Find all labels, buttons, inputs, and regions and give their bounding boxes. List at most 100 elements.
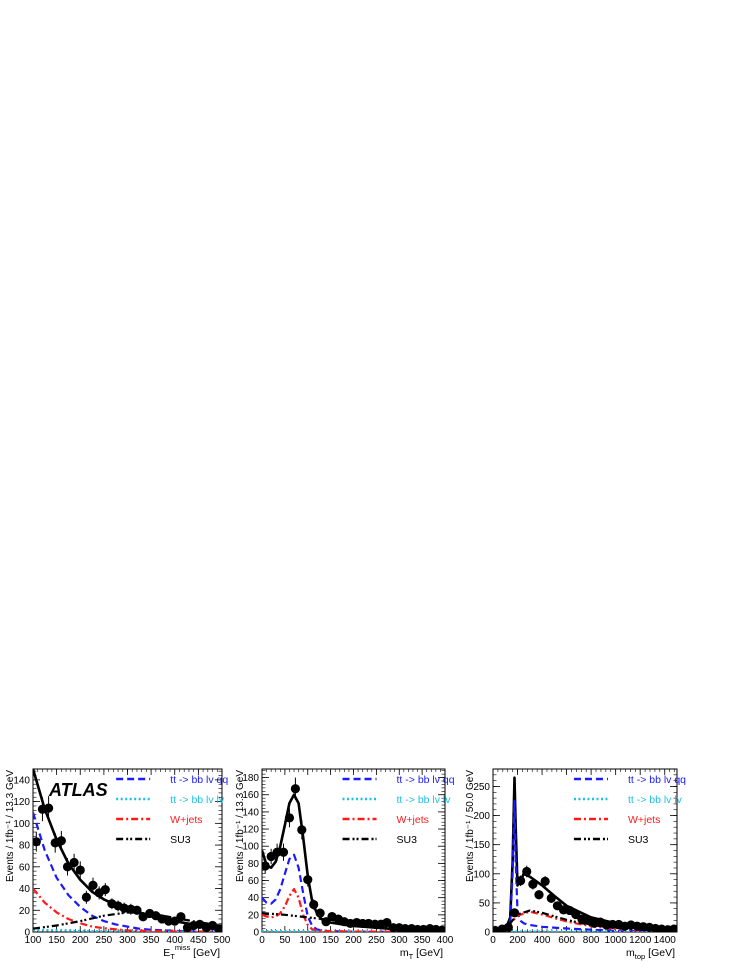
data-point bbox=[69, 857, 79, 868]
y-tick-label: 60 bbox=[248, 876, 260, 887]
series-curve-tt-bb-lv-qq bbox=[493, 799, 677, 932]
data-point bbox=[56, 836, 66, 846]
x-tick-label: 300 bbox=[119, 935, 136, 946]
data-point bbox=[62, 862, 73, 872]
legend-label: SU3 bbox=[628, 834, 649, 846]
y-tick-label: 120 bbox=[242, 825, 259, 836]
legend-label: tt -> bb lv lv bbox=[397, 794, 452, 806]
legend: tt -> bb lv qq tt -> bb lv lv W+jets SU3 bbox=[116, 774, 228, 846]
y-tick-label: 140 bbox=[13, 775, 30, 786]
x-axis-label: mT [GeV] bbox=[400, 947, 443, 961]
data-point bbox=[303, 875, 313, 885]
x-tick-label: 300 bbox=[391, 935, 408, 946]
data-point bbox=[290, 784, 300, 794]
legend-label: W+jets bbox=[397, 814, 429, 826]
data-point bbox=[321, 917, 331, 927]
x-tick-label: 100 bbox=[299, 935, 316, 946]
data-point bbox=[43, 803, 54, 813]
y-axis-label: Events / 1fb⁻¹ / 13.3 GeV bbox=[5, 770, 16, 882]
x-tick-label: 400 bbox=[534, 935, 551, 946]
data-point bbox=[176, 912, 186, 922]
x-tick-label: 600 bbox=[558, 935, 575, 946]
data-point bbox=[278, 847, 289, 857]
series-curve-w-jets bbox=[33, 887, 222, 932]
legend-label: W+jets bbox=[170, 814, 202, 826]
x-axis-label: mtop [GeV] bbox=[626, 947, 675, 961]
data-point bbox=[669, 924, 677, 932]
data-point bbox=[437, 925, 445, 932]
x-tick-label: 0 bbox=[490, 935, 496, 946]
x-tick-label: 350 bbox=[414, 935, 431, 946]
x-tick-label: 350 bbox=[143, 935, 160, 946]
data-point bbox=[528, 879, 538, 889]
series-curve-su3 bbox=[33, 911, 222, 930]
x-tick-label: 500 bbox=[214, 935, 231, 946]
series-curve-tt-bb-lv-qq bbox=[262, 853, 445, 932]
x-tick-label: 0 bbox=[259, 935, 265, 946]
data-point bbox=[214, 924, 222, 932]
data-point bbox=[75, 865, 85, 875]
series-curve-tt-bb-lv-lv bbox=[262, 930, 445, 932]
x-tick-label: 200 bbox=[72, 935, 89, 946]
plot-frame bbox=[492, 768, 678, 933]
x-tick-label: 1200 bbox=[629, 935, 652, 946]
x-tick-label: 1000 bbox=[605, 935, 628, 946]
data-point bbox=[132, 905, 142, 915]
data-point bbox=[546, 893, 556, 903]
plot-frame bbox=[32, 768, 223, 933]
curves-group bbox=[493, 776, 677, 932]
data-point bbox=[88, 880, 98, 890]
data-point bbox=[272, 847, 282, 857]
data-point bbox=[534, 890, 544, 900]
data-point bbox=[540, 876, 550, 886]
legend-label: tt -> bb lv qq bbox=[397, 774, 455, 786]
y-tick-label: 80 bbox=[248, 859, 260, 870]
y-tick-label: 200 bbox=[473, 811, 490, 822]
y-tick-label: 40 bbox=[248, 893, 260, 904]
atlas-label: ATLAS bbox=[48, 780, 108, 800]
y-tick-label: 0 bbox=[253, 928, 259, 939]
chart-panel-1: 100 150 200 250 300 350 400 450 500 0 20 40 60 80 100 1… bbox=[5, 768, 231, 961]
chart-panel-3: 0 200 400 600 800 1000 1200 1400 0 50 100 150 200 250… bbox=[465, 768, 686, 961]
legend-label: W+jets bbox=[628, 814, 660, 826]
y-tick-label: 100 bbox=[242, 842, 259, 853]
legend-label: tt -> bb lv qq bbox=[628, 774, 686, 786]
y-tick-label: 80 bbox=[19, 841, 31, 852]
legend-label: tt -> bb lv qq bbox=[170, 774, 228, 786]
y-tick-label: 250 bbox=[473, 782, 490, 793]
series-curve-w-jets bbox=[262, 888, 445, 932]
data-point bbox=[315, 908, 325, 918]
legend-label: tt -> bb lv lv bbox=[170, 794, 225, 806]
y-tick-label: 50 bbox=[479, 898, 491, 909]
legend: tt -> bb lv qq tt -> bb lv lv W+jets SU3 bbox=[573, 774, 686, 846]
curves-group bbox=[33, 769, 222, 932]
y-tick-label: 40 bbox=[19, 884, 31, 895]
x-axis-label: ETmiss [GeV] bbox=[163, 943, 220, 961]
x-tick-label: 100 bbox=[25, 935, 42, 946]
data-point bbox=[284, 813, 295, 823]
chart-panel-2: 0 50 100 150 200 250 300 350 400 0 20 40 60 80 100 120 1… bbox=[235, 768, 455, 961]
x-tick-label: 400 bbox=[166, 935, 183, 946]
x-tick-label: 400 bbox=[437, 935, 454, 946]
legend-label: SU3 bbox=[397, 834, 418, 846]
y-tick-label: 180 bbox=[242, 773, 259, 784]
y-tick-label: 150 bbox=[473, 840, 490, 851]
legend-label: tt -> bb lv lv bbox=[628, 794, 683, 806]
x-tick-label: 450 bbox=[190, 935, 207, 946]
curves-group bbox=[262, 777, 445, 932]
y-tick-label: 160 bbox=[242, 790, 259, 801]
y-tick-label: 100 bbox=[13, 819, 30, 830]
data-point bbox=[509, 908, 520, 918]
y-tick-label: 20 bbox=[19, 906, 31, 917]
data-point bbox=[81, 892, 91, 902]
x-tick-label: 150 bbox=[322, 935, 339, 946]
y-tick-label: 20 bbox=[248, 910, 260, 921]
data-point bbox=[516, 876, 526, 886]
x-tick-label: 50 bbox=[279, 935, 291, 946]
legend-label: SU3 bbox=[170, 834, 191, 846]
x-tick-label: 200 bbox=[509, 935, 526, 946]
x-tick-label: 1400 bbox=[654, 935, 677, 946]
data-point bbox=[262, 861, 270, 871]
